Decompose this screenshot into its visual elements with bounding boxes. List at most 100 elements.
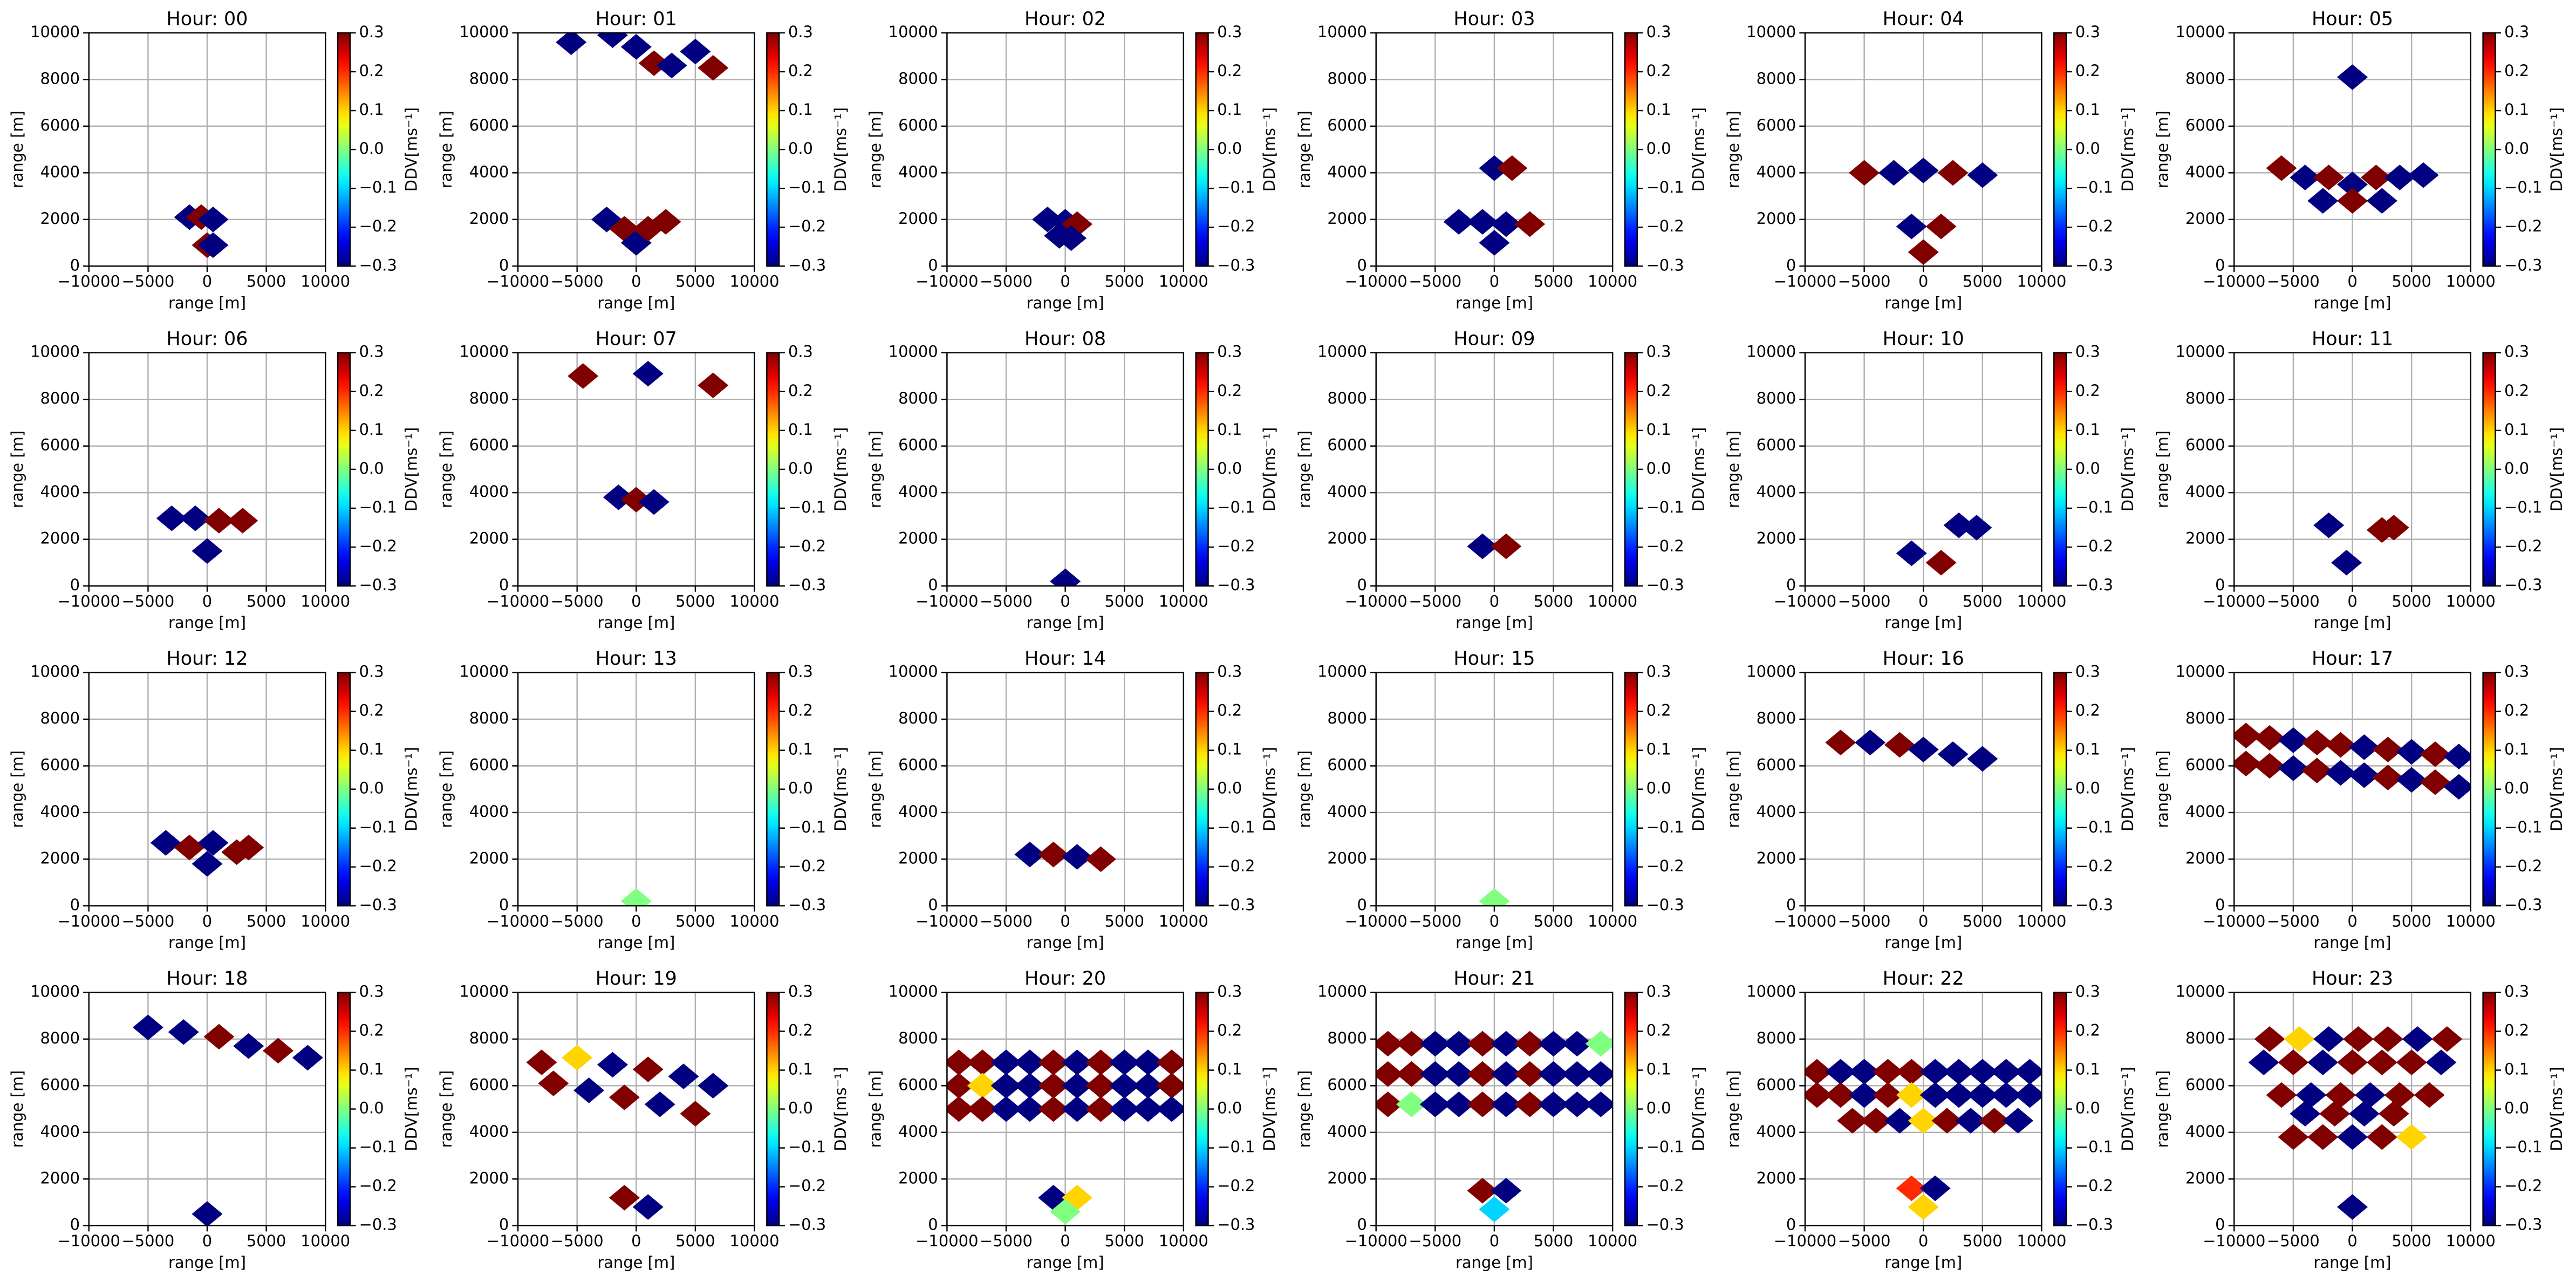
- colorbar-label: DDV[ms⁻¹]: [2547, 427, 2566, 511]
- y-tick-label: 8000: [469, 69, 509, 87]
- scatter-point: [1908, 239, 1939, 265]
- colorbar-tick-label: 0.1: [788, 100, 813, 119]
- scatter-point: [1396, 1031, 1427, 1057]
- y-tick-label: 8000: [40, 69, 80, 87]
- y-tick-label: 2000: [2185, 529, 2225, 548]
- colorbar-label: DDV[ms⁻¹]: [2547, 1067, 2566, 1151]
- y-tick-label: 6000: [1327, 436, 1367, 454]
- scatter-point: [2402, 1026, 2433, 1052]
- x-tick-label: 0: [1489, 272, 1499, 291]
- colorbar-tick-label: −0.2: [1217, 537, 1255, 555]
- colorbar-tick-label: −0.1: [2504, 178, 2542, 196]
- y-tick-label: 6000: [40, 755, 80, 774]
- x-tick-label: 5000: [1104, 592, 1144, 611]
- colorbar-tick-label: 0.2: [788, 381, 813, 400]
- colorbar-tick-label: 0.1: [1646, 1060, 1671, 1078]
- y-axis-label: range [m]: [866, 750, 884, 828]
- colorbar-tick-label: 0.0: [359, 459, 384, 477]
- colorbar-tick-label: 0.3: [359, 982, 384, 1000]
- x-axis-label: range [m]: [2314, 933, 2391, 952]
- colorbar-tick-label: 0.1: [2075, 740, 2100, 759]
- colorbar-tick-label: 0.2: [2075, 701, 2100, 720]
- colorbar-label: DDV[ms⁻¹]: [402, 747, 421, 831]
- scatter-point: [192, 851, 223, 877]
- colorbar-tick-label: 0.0: [359, 779, 384, 797]
- colorbar-label: DDV[ms⁻¹]: [1260, 427, 1279, 511]
- y-tick-label: 4000: [1757, 1122, 1796, 1141]
- x-tick-label: 10000: [730, 272, 780, 291]
- colorbar: [766, 352, 780, 587]
- y-tick-label: 8000: [469, 389, 509, 407]
- colorbar-tick-label: −0.1: [1217, 178, 1255, 196]
- colorbar: [1195, 672, 1209, 907]
- colorbar-tick-label: −0.3: [1646, 256, 1684, 274]
- colorbar-tick-label: 0.2: [1646, 381, 1671, 400]
- scatter-point: [1376, 1061, 1404, 1087]
- x-tick-label: −10000: [58, 1232, 120, 1250]
- x-tick-label: −10000: [58, 272, 120, 291]
- y-tick-label: 0: [1786, 256, 1796, 274]
- x-tick-label: 5000: [1534, 912, 1574, 930]
- plot-area: [1032, 207, 1093, 251]
- y-tick-label: 2000: [1327, 209, 1367, 228]
- subplot-title: Hour: 09: [1453, 328, 1535, 350]
- colorbar-tick-label: −0.1: [1646, 1138, 1684, 1156]
- scatter-point: [1132, 1073, 1164, 1099]
- y-tick-label: 10000: [30, 663, 80, 681]
- colorbar-tick-label: 0.1: [788, 1060, 813, 1078]
- colorbar: [337, 672, 351, 907]
- colorbar-tick-label: 0.3: [1646, 663, 1671, 681]
- colorbar-tick-label: −0.3: [1217, 256, 1255, 274]
- scatter-point: [2307, 1049, 2339, 1075]
- scatter-point: [1805, 1059, 1833, 1085]
- colorbar-tick-label: −0.2: [1646, 857, 1684, 875]
- colorbar-label: DDV[ms⁻¹]: [1260, 107, 1279, 192]
- colorbar-tick-label: 0.3: [788, 982, 813, 1000]
- scatter-point: [1896, 1175, 1927, 1202]
- x-tick-label: −5000: [1409, 1232, 1461, 1250]
- x-tick-label: −10000: [1774, 912, 1836, 930]
- x-tick-label: −5000: [1409, 592, 1461, 611]
- colorbar-tick-label: 0.1: [788, 420, 813, 439]
- colorbar-tick-label: −0.2: [2504, 217, 2542, 235]
- colorbar-tick-label: 0.3: [1217, 663, 1242, 681]
- colorbar: [337, 32, 351, 267]
- scatter-point: [2378, 515, 2409, 541]
- y-tick-label: 10000: [2176, 343, 2225, 361]
- x-axis-label: range [m]: [1027, 613, 1104, 632]
- y-axis-label: range [m]: [2153, 431, 2171, 508]
- colorbar: [1195, 32, 1209, 267]
- scatter-point: [1156, 1096, 1184, 1122]
- colorbar-label: DDV[ms⁻¹]: [1260, 1067, 1279, 1151]
- y-tick-label: 0: [1786, 576, 1796, 594]
- colorbar-tick-label: 0.1: [1217, 740, 1242, 759]
- x-tick-label: 5000: [675, 592, 715, 611]
- y-tick-label: 6000: [40, 1075, 80, 1094]
- scatter-point: [1109, 1049, 1140, 1075]
- y-tick-label: 2000: [40, 529, 80, 548]
- y-axis-label: range [m]: [437, 750, 455, 828]
- y-tick-label: 8000: [1327, 389, 1367, 407]
- scatter-point: [1085, 846, 1116, 872]
- scatter-point: [680, 1101, 711, 1127]
- x-tick-label: 0: [202, 1232, 212, 1250]
- scatter-point: [197, 830, 229, 856]
- colorbar-tick-label: 0.1: [2075, 100, 2100, 119]
- scatter-point: [2278, 1049, 2309, 1075]
- x-tick-label: −10000: [487, 912, 549, 930]
- scatter-point: [1514, 211, 1546, 237]
- x-tick-label: −10000: [58, 912, 120, 930]
- colorbar-tick-label: 0.1: [359, 740, 384, 759]
- x-tick-label: 0: [202, 272, 212, 291]
- y-axis-label: range [m]: [1295, 750, 1314, 828]
- y-tick-label: 2000: [898, 209, 938, 228]
- y-axis-label: range [m]: [437, 111, 455, 188]
- scatter-point: [2266, 155, 2297, 181]
- y-tick-label: 2000: [2185, 849, 2225, 867]
- x-tick-label: 5000: [1963, 272, 2003, 291]
- subplot-title: Hour: 21: [1453, 968, 1535, 989]
- colorbar-tick-label: −0.3: [2075, 896, 2113, 914]
- colorbar-tick-label: −0.3: [788, 576, 826, 594]
- scatter-point: [2372, 765, 2403, 790]
